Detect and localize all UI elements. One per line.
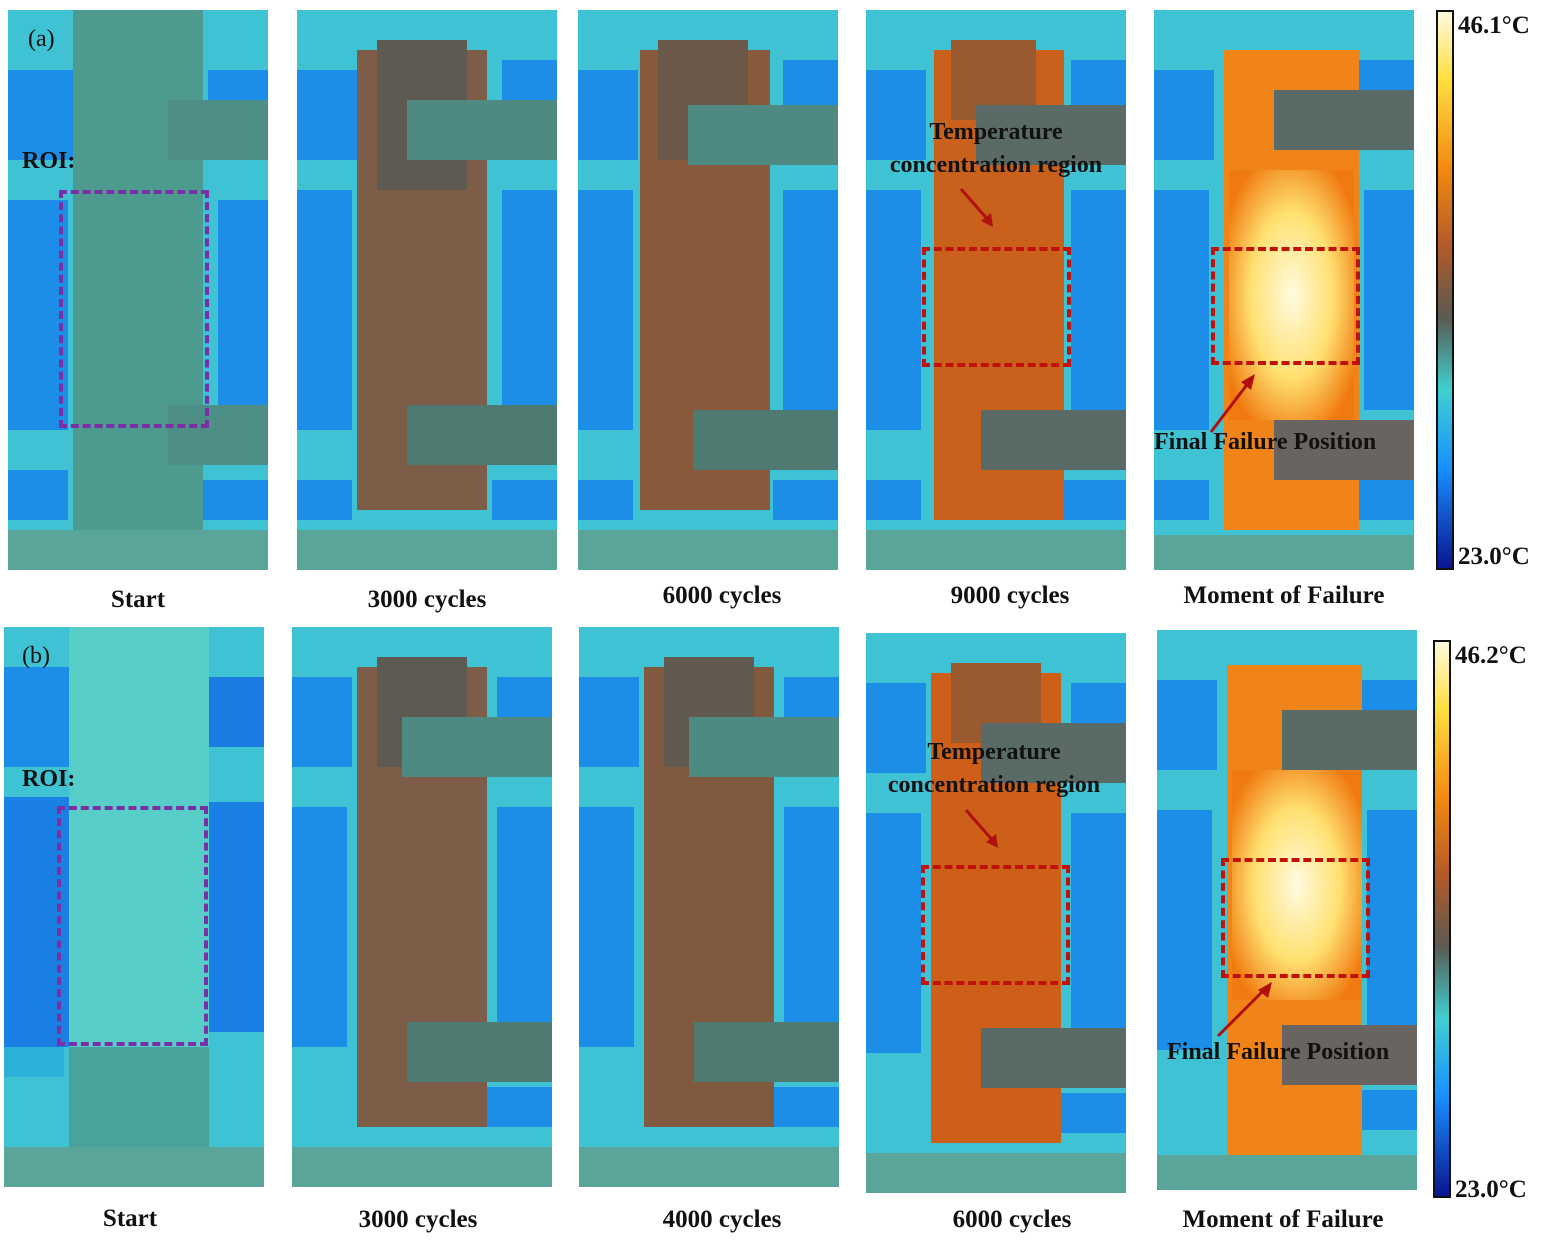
failure-box-b: [1221, 858, 1370, 978]
roi-label-b: ROI:: [22, 766, 76, 792]
failure-label-a: Final Failure Position: [1154, 429, 1377, 455]
colorbar-b-min: 23.0°C: [1455, 1176, 1527, 1203]
thermal-panel-a-failure: [1154, 10, 1414, 570]
region-box-a: [922, 247, 1071, 367]
thermal-panel-a-3000: [297, 10, 557, 570]
colorbar-a: [1436, 10, 1454, 570]
region-annotation-a-line1: Temperature: [929, 119, 1063, 145]
failure-box-a: [1211, 247, 1360, 365]
region-annotation-a-line2: concentration region: [889, 152, 1103, 178]
caption-b-4: 6000 cycles: [952, 1206, 1072, 1233]
arrow-a-failure: [1209, 374, 1255, 433]
region-box-b: [921, 865, 1070, 985]
caption-a-2: 3000 cycles: [367, 586, 487, 613]
region-annotation-b: Temperature concentration region: [866, 736, 1122, 802]
roi-box-b: [57, 806, 208, 1046]
caption-a-3: 6000 cycles: [662, 582, 782, 609]
region-annotation-a: Temperature concentration region: [868, 116, 1124, 182]
roi-box-a: [59, 190, 209, 428]
colorbar-b-max: 46.2°C: [1455, 642, 1527, 669]
arrow-a-region: [959, 188, 993, 227]
thermal-panel-a-9000: [866, 10, 1126, 570]
thermal-panel-b-4000: [579, 627, 839, 1187]
roi-label-a: ROI:: [22, 148, 76, 174]
panel-tag-b: (b): [22, 643, 50, 669]
arrow-b-region: [964, 809, 998, 848]
caption-a-1: Start: [110, 586, 166, 613]
arrow-b-failure: [1216, 982, 1272, 1038]
thermal-panel-b-6000: [866, 633, 1126, 1193]
caption-b-2: 3000 cycles: [358, 1206, 478, 1233]
colorbar-a-max: 46.1°C: [1458, 12, 1530, 39]
colorbar-a-min: 23.0°C: [1458, 543, 1530, 570]
failure-label-b: Final Failure Position: [1167, 1039, 1390, 1065]
thermal-panel-b-failure: [1157, 630, 1417, 1190]
colorbar-b: [1433, 640, 1451, 1198]
region-annotation-b-line2: concentration region: [887, 772, 1101, 798]
caption-b-3: 4000 cycles: [662, 1206, 782, 1233]
thermal-panel-a-start: [8, 10, 268, 570]
caption-b-5: Moment of Failure: [1182, 1206, 1384, 1233]
thermal-panel-b-3000: [292, 627, 552, 1187]
thermal-panel-a-6000: [578, 10, 838, 570]
caption-a-5: Moment of Failure: [1183, 582, 1385, 609]
caption-b-1: Start: [102, 1205, 158, 1232]
caption-a-4: 9000 cycles: [950, 582, 1070, 609]
panel-tag-a: (a): [28, 26, 55, 52]
region-annotation-b-line1: Temperature: [927, 739, 1061, 765]
